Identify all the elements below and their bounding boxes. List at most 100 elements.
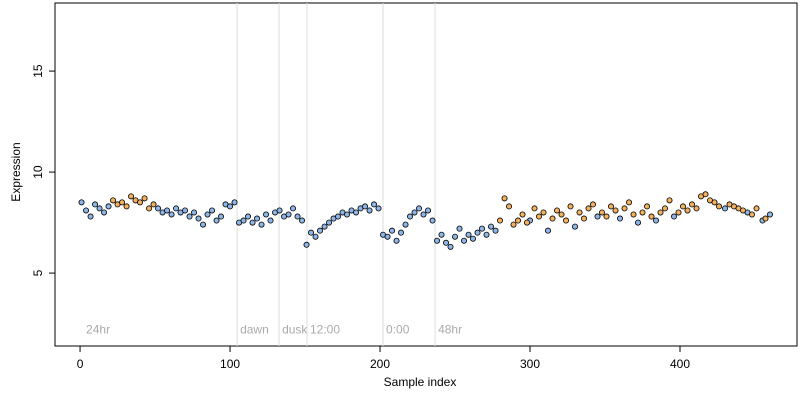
point [137,199,144,206]
x-tick-label: 300 [520,357,540,371]
point [335,213,342,220]
point [702,191,709,198]
point [519,211,526,218]
y-tick-label: 5 [31,269,45,276]
point [276,207,283,214]
point [411,209,418,216]
point [693,205,700,212]
point [416,205,423,212]
point [488,223,495,230]
point [213,217,220,224]
point [402,221,409,228]
point [465,231,472,238]
point [648,213,655,220]
point [200,221,207,228]
point [285,211,292,218]
point [78,199,85,206]
point [317,227,324,234]
point [680,203,687,210]
point [209,207,216,214]
point [245,213,252,220]
point [722,205,729,212]
point [581,215,588,222]
marker-label: 24hr [86,323,110,337]
point [227,203,234,210]
point [110,197,117,204]
point [204,211,211,218]
point [254,215,261,222]
point [653,217,660,224]
point [576,209,583,216]
point [497,217,504,224]
point [510,221,517,228]
x-tick-label: 100 [220,357,240,371]
point [263,211,270,218]
point [258,221,265,228]
point [515,217,522,224]
point [438,231,445,238]
point [447,243,454,250]
point [461,237,468,244]
point [123,203,130,210]
point [524,219,531,226]
point [96,205,103,212]
point [249,219,256,226]
point [753,205,760,212]
point [366,207,373,214]
point [267,217,274,224]
point [762,215,769,222]
point [501,195,508,202]
point [740,207,747,214]
point [684,207,691,214]
point [312,233,319,240]
point [567,203,574,210]
point [375,205,382,212]
x-axis-label: Sample index [384,375,457,389]
point [182,207,189,214]
point [290,205,297,212]
point [711,199,718,206]
point [173,205,180,212]
x-tick-label: 200 [370,357,390,371]
point [299,217,306,224]
point [671,213,678,220]
point [195,215,202,222]
point [612,207,619,214]
point [443,239,450,246]
point [626,199,633,206]
point [585,205,592,212]
point [101,209,108,216]
x-tick-label: 400 [670,357,690,371]
point [389,227,396,234]
point [398,229,405,236]
point [303,241,310,248]
point [425,207,432,214]
point [150,201,157,208]
point [662,205,669,212]
point [666,197,673,204]
point [83,207,90,214]
point [599,209,606,216]
point [572,223,579,230]
point [716,203,723,210]
point [635,219,642,226]
point [326,219,333,226]
point [657,209,664,216]
point [191,209,198,216]
marker-label: 12:00 [310,323,340,337]
point [362,203,369,210]
point [767,211,774,218]
point [540,209,547,216]
point [531,205,538,212]
point [452,233,459,240]
point [87,213,94,220]
point [506,203,513,210]
point [554,207,561,214]
point [621,205,628,212]
y-tick-label: 10 [31,165,45,179]
point [545,227,552,234]
point [231,199,238,206]
marker-label: dusk [282,323,308,337]
point [105,203,112,210]
point [675,209,682,216]
